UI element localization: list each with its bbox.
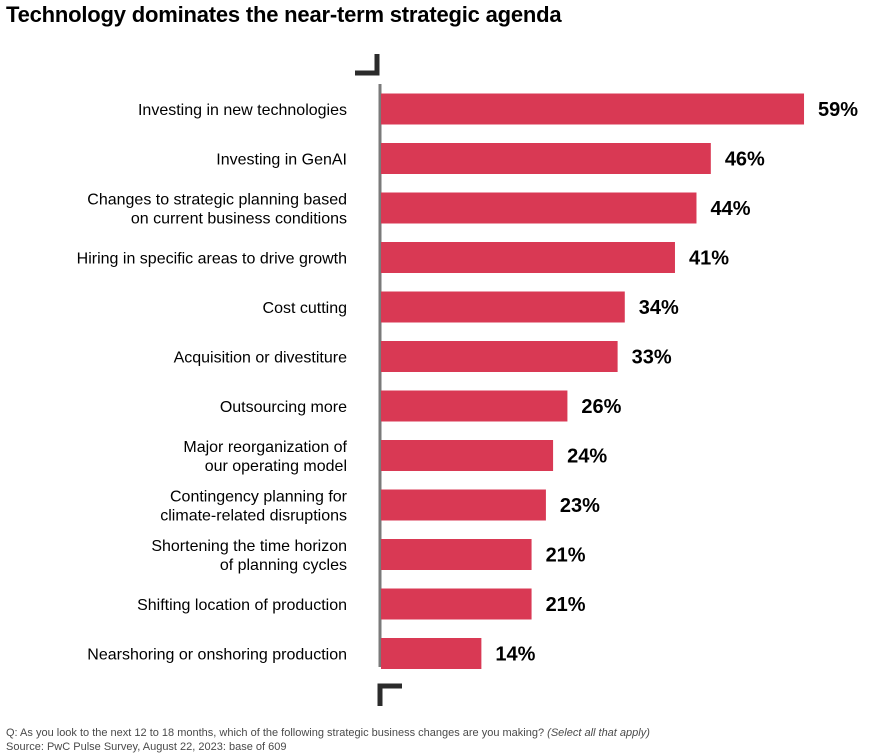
category-label: Investing in GenAI <box>216 152 347 169</box>
category-label: of planning cycles <box>220 557 347 574</box>
question-note: (Select all that apply) <box>547 727 650 739</box>
value-label: 34% <box>639 297 679 319</box>
bar <box>381 588 532 620</box>
bar <box>381 242 675 273</box>
value-label: 46% <box>725 149 765 171</box>
bar <box>381 539 532 570</box>
category-label: Cost cutting <box>263 300 347 317</box>
value-label: 44% <box>710 198 750 220</box>
category-label: Major reorganization of <box>183 439 347 456</box>
bar <box>381 638 482 669</box>
bar <box>381 291 625 323</box>
bar <box>381 489 546 521</box>
bar <box>381 390 568 422</box>
category-label: Outsourcing more <box>220 399 347 416</box>
value-label: 23% <box>560 495 600 517</box>
value-label: 26% <box>581 396 621 418</box>
bar <box>381 341 618 372</box>
axis-bottom-bracket <box>377 683 402 706</box>
value-label: 14% <box>495 644 535 666</box>
bar <box>381 93 805 125</box>
value-label: 41% <box>689 248 729 270</box>
bar <box>381 192 697 224</box>
value-label: 33% <box>632 347 672 369</box>
category-label: Investing in new technologies <box>138 102 347 119</box>
category-label: Nearshoring or onshoring production <box>87 647 347 664</box>
category-label: on current business conditions <box>131 211 347 228</box>
bar <box>381 440 554 471</box>
question-footnote: Q: As you look to the next 12 to 18 mont… <box>6 727 650 739</box>
value-label: 59% <box>818 99 858 121</box>
axis-top-bracket <box>355 54 380 76</box>
source-footnote: Source: PwC Pulse Survey, August 22, 202… <box>6 741 287 753</box>
value-label: 24% <box>567 446 607 468</box>
value-label: 21% <box>546 594 586 616</box>
bar-chart: Investing in new technologies 59% Investin… <box>77 54 858 706</box>
question-text: Q: As you look to the next 12 to 18 mont… <box>6 727 545 739</box>
category-label: climate-related disruptions <box>160 508 347 525</box>
bar <box>381 143 711 174</box>
category-label: Acquisition or divestiture <box>174 350 348 367</box>
category-label: Shifting location of production <box>137 597 347 614</box>
category-label: Hiring in specific areas to drive growth <box>77 251 347 268</box>
category-label: Changes to strategic planning based <box>87 192 347 209</box>
category-label: Contingency planning for <box>170 489 348 506</box>
category-label: our operating model <box>205 458 347 475</box>
category-label: Shortening the time horizon <box>151 538 347 555</box>
chart-title: Technology dominates the near-term strat… <box>6 2 562 27</box>
value-label: 21% <box>546 545 586 567</box>
